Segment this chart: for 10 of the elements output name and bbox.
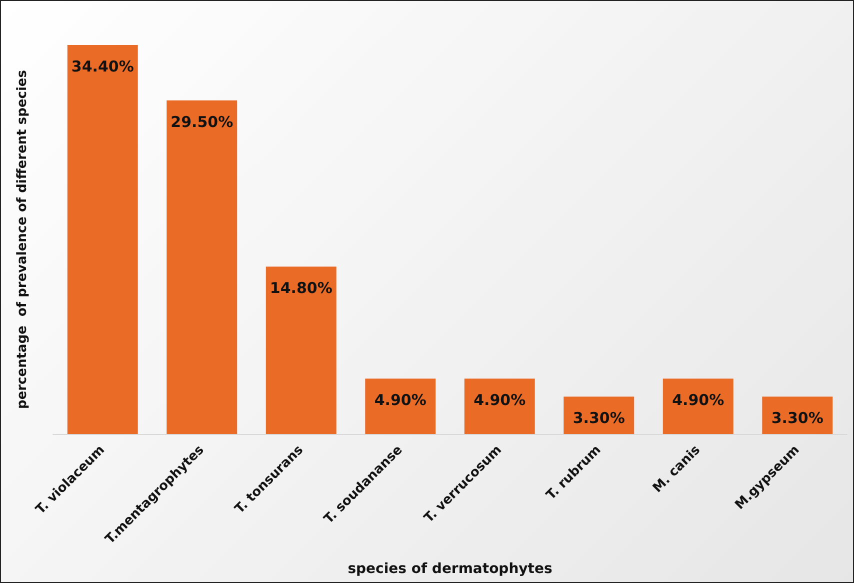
data-label: 4.90% <box>672 391 724 410</box>
y-axis-title: percentage of prevalence of different species <box>15 70 30 409</box>
data-label: 4.90% <box>374 391 426 410</box>
data-label: 3.30% <box>572 409 625 428</box>
x-axis-title: species of dermatophytes <box>348 561 552 577</box>
data-label: 34.40% <box>71 58 134 76</box>
data-label: 4.90% <box>474 391 526 410</box>
data-label: 3.30% <box>771 409 824 428</box>
data-label: 14.80% <box>270 279 332 298</box>
data-label: 29.50% <box>170 112 234 131</box>
